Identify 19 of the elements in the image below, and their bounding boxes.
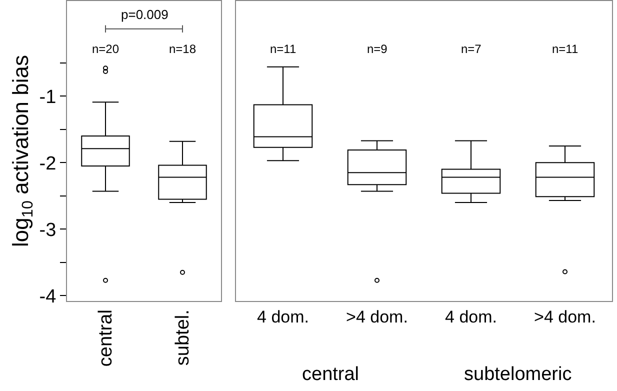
annotation: n=20 xyxy=(92,42,120,56)
y-tick-label: -4 xyxy=(39,286,57,308)
y-tick-label: -2 xyxy=(39,153,56,174)
annotation: p=0.009 xyxy=(121,7,168,22)
x-tick-label: >4 dom. xyxy=(346,307,408,326)
text: subtelomeric xyxy=(464,364,572,385)
annotation: n=18 xyxy=(169,42,196,56)
annotation: n=7 xyxy=(461,42,482,56)
y-tick-label: -3 xyxy=(39,220,56,241)
annotation: n=11 xyxy=(270,42,296,56)
x-tick-label: >4 dom. xyxy=(534,307,596,326)
annotation: n=9 xyxy=(367,42,388,56)
x-tick-label: central xyxy=(96,310,117,367)
x-tick-label: 4 dom. xyxy=(257,307,309,326)
annotation: n=11 xyxy=(552,42,578,56)
x-tick-label: 4 dom. xyxy=(445,307,497,326)
y-tick-label: -1 xyxy=(39,86,56,108)
text: central xyxy=(302,364,360,385)
x-tick-label: subtel. xyxy=(172,310,194,366)
